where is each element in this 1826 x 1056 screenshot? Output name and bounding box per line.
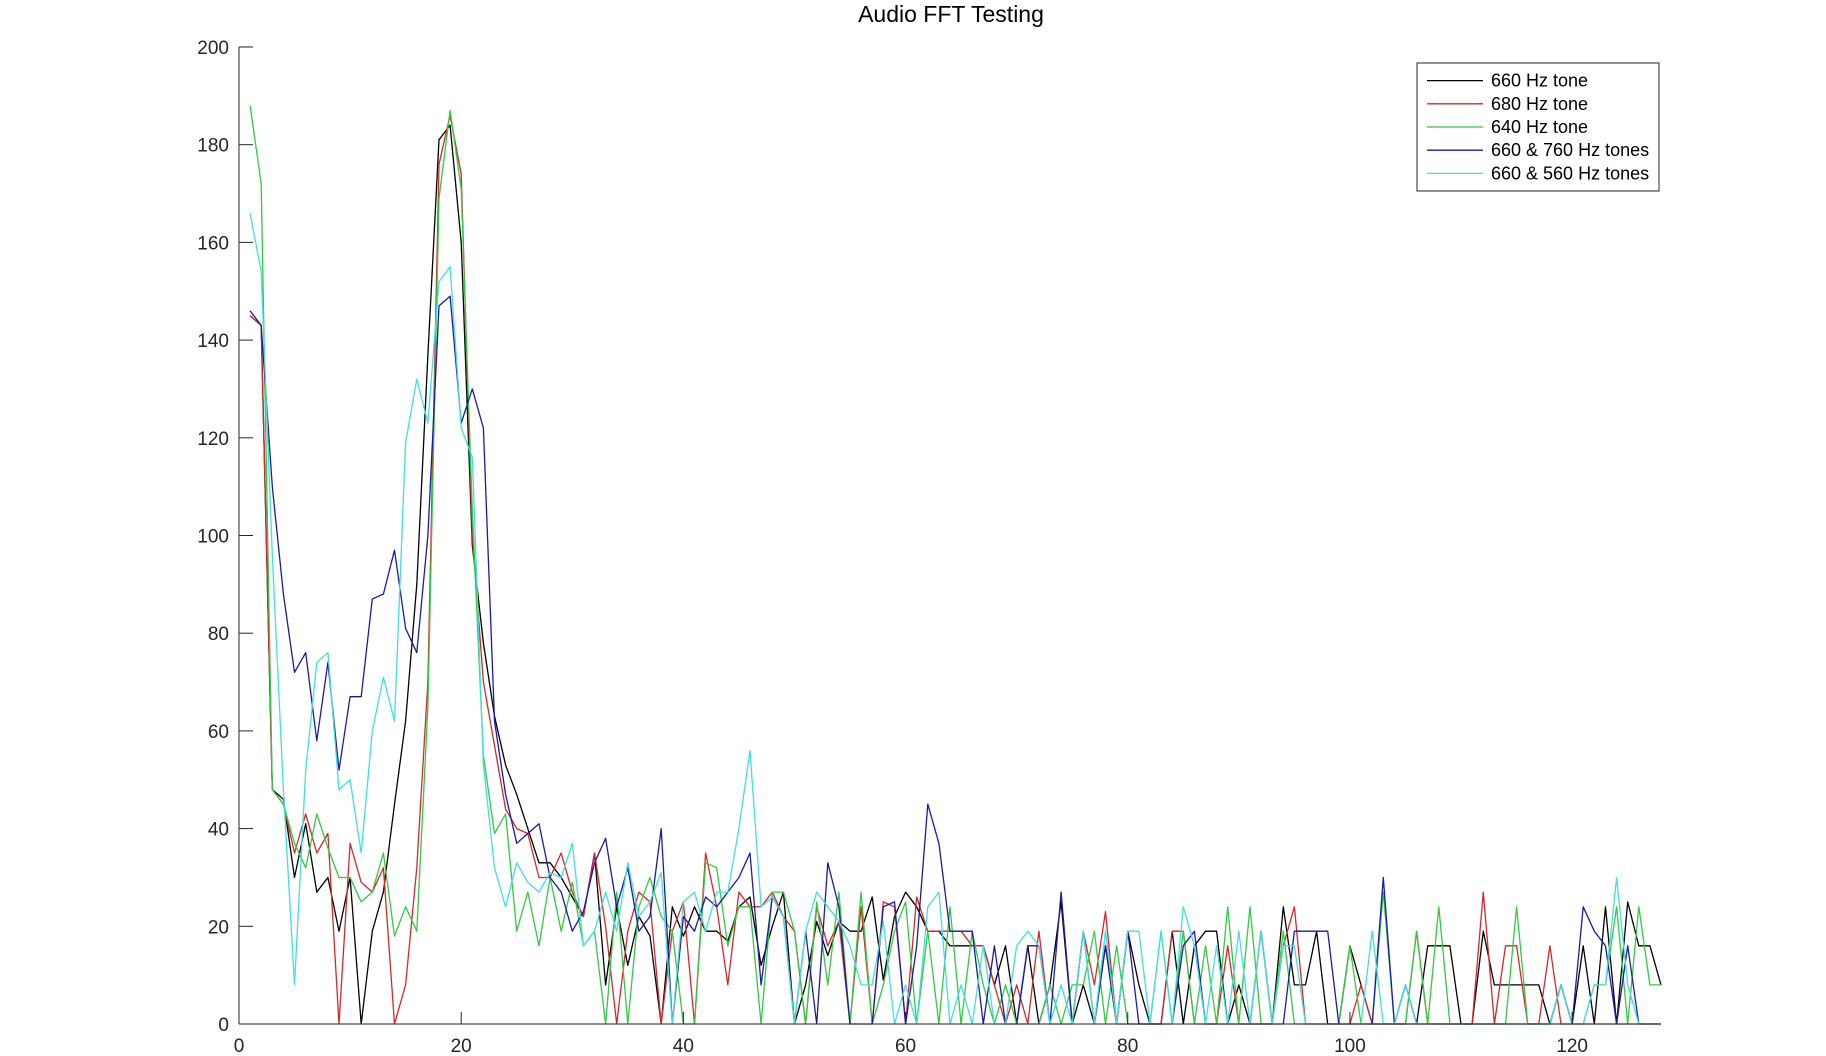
- x-tick-label: 120: [1556, 1036, 1588, 1056]
- plot-area: 0 20 40 60 80 100 120 0 20 40 60 80 100 120 140 160 180 2…: [197, 38, 1662, 1056]
- y-tick-label: 60: [208, 722, 229, 743]
- legend-label: 680 Hz tone: [1491, 94, 1588, 114]
- x-tick-label: 40: [673, 1036, 694, 1056]
- legend-label: 660 Hz tone: [1491, 71, 1588, 91]
- y-tick-label: 20: [208, 917, 229, 938]
- legend-label: 660 & 560 Hz tones: [1491, 163, 1649, 183]
- y-tick-label: 120: [197, 429, 229, 450]
- x-tick-label: 80: [1117, 1036, 1138, 1056]
- y-tick-label: 40: [208, 820, 229, 841]
- series-line-1: [249, 124, 1662, 1025]
- legend-entry: 660 & 560 Hz tones: [1427, 163, 1649, 183]
- series-line-5: [249, 212, 1661, 1025]
- legend-entry: 660 Hz tone: [1427, 71, 1588, 91]
- y-tick-label: 180: [197, 136, 229, 157]
- series-line-3: [249, 105, 1661, 1025]
- chart-title: Audio FFT Testing: [858, 1, 1044, 27]
- x-tick-label: 0: [234, 1036, 245, 1056]
- legend-label: 640 Hz tone: [1491, 117, 1588, 137]
- axes-layer: 0 20 40 60 80 100 120 0 20 40 60 80 100 120 140 160 180 2…: [197, 38, 1661, 1056]
- y-tick-label: 80: [208, 624, 229, 645]
- legend-entry: 680 Hz tone: [1427, 94, 1588, 114]
- y-tick-label: 0: [218, 1015, 229, 1036]
- legend: 660 Hz tone 680 Hz tone 640 Hz tone 660 & 7…: [1416, 62, 1660, 192]
- y-tick-label: 100: [197, 527, 229, 548]
- legend-items: 660 Hz tone 680 Hz tone 640 Hz tone 660 & 7…: [1427, 71, 1649, 183]
- y-tick-label: 140: [197, 331, 229, 352]
- x-tick-label: 20: [451, 1036, 472, 1056]
- x-tick-label: 100: [1334, 1036, 1366, 1056]
- y-tick-label: 200: [197, 38, 229, 59]
- legend-entry: 640 Hz tone: [1427, 117, 1588, 137]
- series-layer: [249, 105, 1662, 1025]
- series-line-4: [249, 295, 1661, 1025]
- legend-entry: 660 & 760 Hz tones: [1427, 140, 1649, 160]
- legend-label: 660 & 760 Hz tones: [1491, 140, 1649, 160]
- y-tick-label: 160: [197, 233, 229, 254]
- x-tick-label: 60: [895, 1036, 916, 1056]
